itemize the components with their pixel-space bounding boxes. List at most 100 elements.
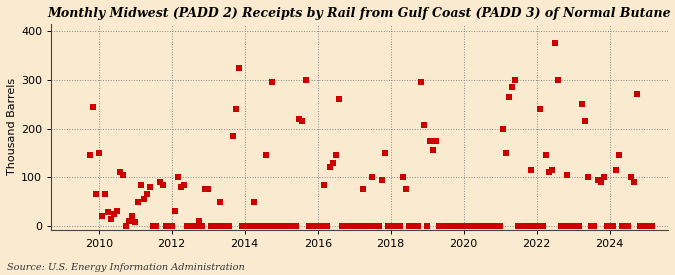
Point	[477, 224, 487, 228]
Point	[379, 151, 390, 155]
Point	[404, 224, 414, 228]
Point	[601, 224, 612, 228]
Point	[215, 199, 225, 204]
Point	[425, 139, 435, 143]
Point	[510, 78, 521, 82]
Point	[325, 165, 335, 170]
Point	[364, 224, 375, 228]
Point	[382, 224, 393, 228]
Point	[449, 224, 460, 228]
Point	[99, 192, 110, 196]
Point	[352, 224, 362, 228]
Point	[130, 220, 140, 224]
Point	[614, 153, 624, 158]
Point	[537, 224, 548, 228]
Point	[282, 224, 293, 228]
Point	[252, 224, 263, 228]
Point	[337, 224, 348, 228]
Point	[154, 180, 165, 184]
Point	[634, 224, 645, 228]
Point	[620, 224, 630, 228]
Point	[97, 214, 107, 218]
Point	[319, 182, 329, 187]
Point	[273, 224, 284, 228]
Point	[641, 224, 651, 228]
Point	[516, 224, 527, 228]
Point	[470, 224, 481, 228]
Point	[258, 224, 269, 228]
Point	[559, 224, 570, 228]
Point	[261, 153, 271, 158]
Point	[343, 224, 354, 228]
Point	[529, 224, 539, 228]
Point	[279, 224, 290, 228]
Point	[592, 177, 603, 182]
Point	[489, 224, 500, 228]
Point	[437, 224, 448, 228]
Point	[240, 224, 250, 228]
Point	[644, 224, 655, 228]
Point	[157, 182, 168, 187]
Point	[166, 224, 177, 228]
Point	[492, 224, 503, 228]
Point	[565, 224, 576, 228]
Point	[340, 224, 350, 228]
Point	[349, 224, 360, 228]
Point	[151, 224, 162, 228]
Point	[190, 224, 201, 228]
Point	[583, 175, 594, 179]
Point	[233, 65, 244, 70]
Point	[610, 168, 621, 172]
Point	[598, 175, 609, 179]
Point	[115, 170, 126, 175]
Point	[182, 224, 192, 228]
Point	[221, 224, 232, 228]
Point	[172, 175, 183, 179]
Point	[440, 224, 451, 228]
Point	[355, 224, 366, 228]
Point	[577, 102, 588, 106]
Point	[519, 224, 530, 228]
Point	[276, 224, 287, 228]
Point	[483, 224, 493, 228]
Point	[117, 173, 128, 177]
Title: Monthly Midwest (PADD 2) Receipts by Rail from Gulf Coast (PADD 3) of Normal But: Monthly Midwest (PADD 2) Receipts by Rai…	[48, 7, 672, 20]
Point	[549, 41, 560, 46]
Point	[513, 224, 524, 228]
Point	[294, 117, 305, 121]
Point	[133, 199, 144, 204]
Point	[297, 119, 308, 123]
Point	[418, 123, 429, 127]
Point	[169, 209, 180, 213]
Point	[622, 224, 633, 228]
Point	[127, 214, 138, 218]
Point	[270, 224, 281, 228]
Point	[535, 107, 545, 111]
Point	[455, 224, 466, 228]
Point	[227, 134, 238, 138]
Y-axis label: Thousand Barrels: Thousand Barrels	[7, 78, 17, 175]
Point	[136, 182, 146, 187]
Point	[412, 224, 423, 228]
Point	[400, 187, 411, 192]
Point	[394, 224, 405, 228]
Point	[90, 192, 101, 196]
Point	[230, 107, 241, 111]
Point	[200, 187, 211, 192]
Point	[224, 224, 235, 228]
Point	[103, 210, 113, 214]
Point	[608, 224, 618, 228]
Point	[461, 224, 472, 228]
Point	[385, 224, 396, 228]
Point	[647, 224, 657, 228]
Point	[580, 119, 591, 123]
Point	[303, 224, 314, 228]
Point	[87, 104, 98, 109]
Point	[111, 209, 122, 213]
Point	[242, 224, 253, 228]
Point	[422, 224, 433, 228]
Point	[434, 224, 445, 228]
Point	[194, 219, 205, 223]
Point	[105, 216, 116, 221]
Point	[525, 168, 536, 172]
